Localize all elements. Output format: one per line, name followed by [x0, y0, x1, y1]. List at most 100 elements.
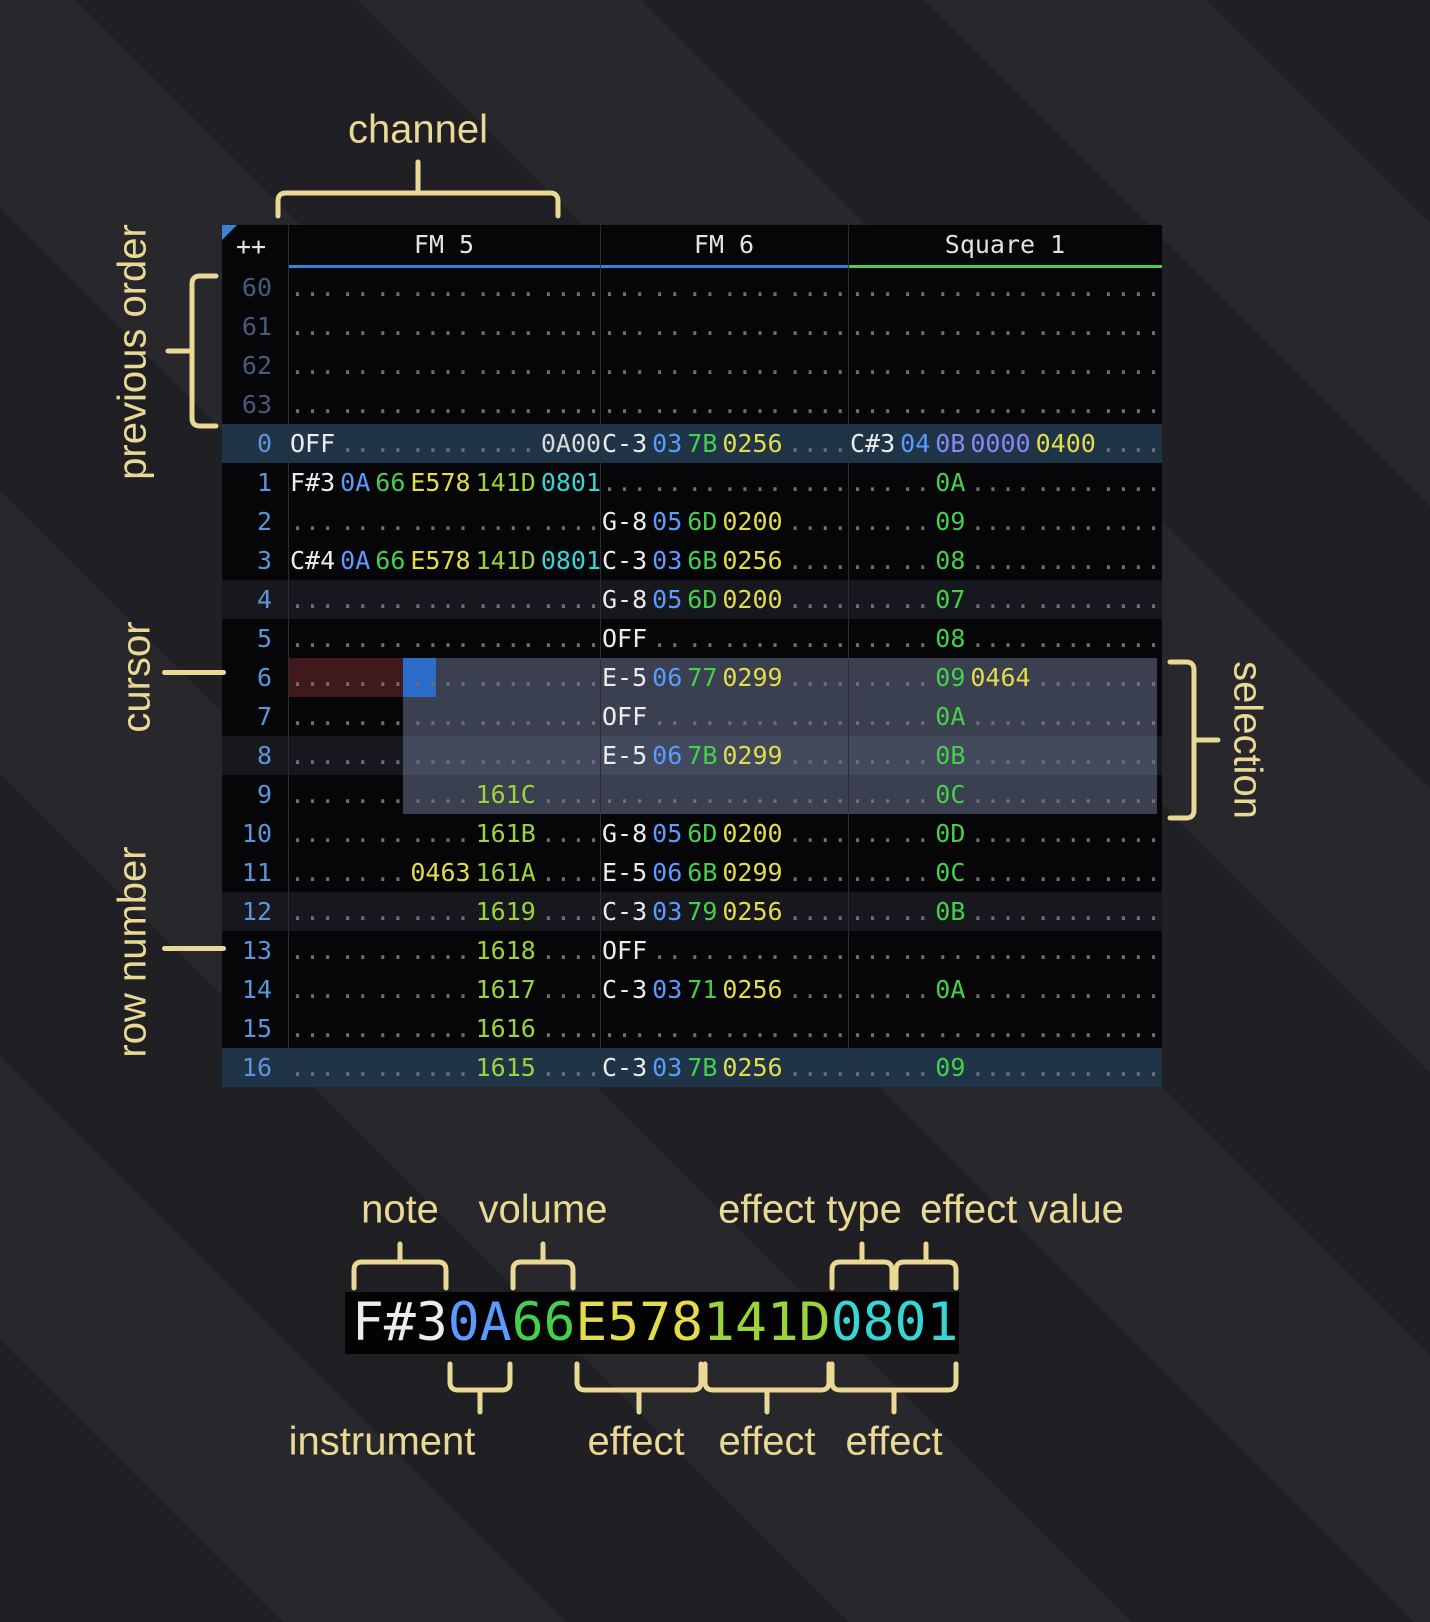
- empty-dots: ..: [375, 702, 406, 731]
- pattern-cell-square1[interactable]: ..... 0D............: [848, 814, 1162, 853]
- pattern-cell-fm5[interactable]: ........... 1618....: [288, 931, 600, 970]
- pattern-cell-square1[interactable]: ..... 0C............: [848, 853, 1162, 892]
- pattern-cell-fm5[interactable]: ...................: [288, 268, 600, 307]
- cell-value: 6B: [687, 546, 718, 575]
- pattern-cell-square1[interactable]: ...................: [848, 346, 1162, 385]
- pattern-cell-fm6[interactable]: G-8 05 6D 0200....: [600, 502, 848, 541]
- pattern-cell-fm5[interactable]: ...................: [288, 346, 600, 385]
- pattern-cell-fm6[interactable]: ...............: [600, 385, 848, 424]
- pattern-cell-fm5[interactable]: ...................: [288, 658, 600, 697]
- pattern-cell-fm6[interactable]: OFF............: [600, 931, 848, 970]
- pattern-cell-fm6[interactable]: C-3 03 79 0256....: [600, 892, 848, 931]
- pattern-cell-square1[interactable]: ..... 0A............: [848, 463, 1162, 502]
- pattern-cell-fm5[interactable]: ...................: [288, 697, 600, 736]
- row-number: 15: [241, 1014, 272, 1043]
- pattern-cell-fm5[interactable]: C#4 0A 66 E578 141D 0801: [288, 541, 600, 580]
- pattern-cell-fm5[interactable]: ........... 1616....: [288, 1009, 600, 1048]
- pattern-cell-fm5[interactable]: ...................: [288, 619, 600, 658]
- empty-dots: ....: [475, 702, 536, 731]
- pattern-cell-fm6[interactable]: ...............: [600, 307, 848, 346]
- pattern-cell-fm5[interactable]: ...................: [288, 502, 600, 541]
- pattern-cell-fm6[interactable]: C-3 03 6B 0256....: [600, 541, 848, 580]
- empty-dots: ....: [540, 819, 600, 848]
- empty-dots: ..: [375, 585, 406, 614]
- pattern-cell-fm6[interactable]: C-3 03 71 0256....: [600, 970, 848, 1009]
- pattern-cell-square1[interactable]: ..... 08............: [848, 619, 1162, 658]
- empty-dots: ...: [602, 351, 648, 380]
- pattern-row: 3 C#4 0A 66 E578 141D 0801 C-3 03 6B 0256.........…: [222, 541, 1162, 580]
- empty-dots: ..: [340, 312, 371, 341]
- pattern-cell-fm6[interactable]: OFF............: [600, 619, 848, 658]
- order-corner-button[interactable]: ++: [222, 225, 288, 268]
- pattern-cell-fm6[interactable]: ...............: [600, 463, 848, 502]
- empty-dots: ....: [475, 273, 536, 302]
- pattern-cell-square1[interactable]: ..... 09............: [848, 502, 1162, 541]
- pattern-cell-fm6[interactable]: ...............: [600, 775, 848, 814]
- pattern-cell-square1[interactable]: ..... 09............: [848, 1048, 1162, 1087]
- pattern-cell-square1[interactable]: ..... 0A............: [848, 970, 1162, 1009]
- cell-value: 6D: [687, 585, 718, 614]
- pattern-cell-fm5[interactable]: ...................: [288, 385, 600, 424]
- pattern-cell-fm5[interactable]: ........... 161B....: [288, 814, 600, 853]
- pattern-cell-square1[interactable]: ..... 0C............: [848, 775, 1162, 814]
- pattern-cell-square1[interactable]: ...................: [848, 268, 1162, 307]
- pattern-cell-square1[interactable]: ...................: [848, 931, 1162, 970]
- pattern-cell-fm6[interactable]: G-8 05 6D 0200....: [600, 814, 848, 853]
- pattern-cell-fm6[interactable]: C-3 03 7B 0256....: [600, 1048, 848, 1087]
- empty-dots: ...: [850, 1053, 896, 1082]
- pattern-cell-square1[interactable]: ..... 0A............: [848, 697, 1162, 736]
- pattern-cell-fm5[interactable]: ...................: [288, 736, 600, 775]
- pattern-cell-fm6[interactable]: E-5 06 7B 0299....: [600, 736, 848, 775]
- pattern-cell-fm6[interactable]: C-3 03 7B 0256....: [600, 424, 848, 463]
- cell-value: 0200: [722, 507, 783, 536]
- empty-dots: ...: [850, 936, 896, 965]
- pattern-cell-fm6[interactable]: E-5 06 77 0299....: [600, 658, 848, 697]
- row-number: 6: [256, 663, 272, 692]
- empty-dots: ...: [850, 819, 896, 848]
- empty-dots: ....: [722, 351, 783, 380]
- cell-value: E578: [410, 546, 471, 575]
- pattern-cell-square1[interactable]: C#3 04 0B 0000 0400....: [848, 424, 1162, 463]
- pattern-cell-fm5[interactable]: ....... 0463 161A....: [288, 853, 600, 892]
- row-number: 1: [256, 468, 272, 497]
- pattern-cell-square1[interactable]: ..... 08............: [848, 541, 1162, 580]
- pattern-cell-square1[interactable]: ...................: [848, 1009, 1162, 1048]
- pattern-cell-fm5[interactable]: ........... 161C....: [288, 775, 600, 814]
- empty-dots: ....: [475, 663, 536, 692]
- pattern-cell-square1[interactable]: ...................: [848, 385, 1162, 424]
- empty-dots: ....: [970, 468, 1031, 497]
- empty-dots: ..: [652, 351, 683, 380]
- pattern-cell-fm6[interactable]: G-8 05 6D 0200....: [600, 580, 848, 619]
- channel-header[interactable]: Square 1: [848, 225, 1162, 268]
- channel-header[interactable]: FM 5: [288, 225, 600, 268]
- pattern-cell-fm5[interactable]: ........... 1615....: [288, 1048, 600, 1087]
- pattern-cell-square1[interactable]: ..... 07............: [848, 580, 1162, 619]
- pattern-cell-square1[interactable]: ..... 0B............: [848, 736, 1162, 775]
- pattern-cell-square1[interactable]: ...................: [848, 307, 1162, 346]
- pattern-cell-fm5[interactable]: F#3 0A 66 E578 141D 0801: [288, 463, 600, 502]
- empty-dots: ....: [540, 975, 600, 1004]
- pattern-cell-fm6[interactable]: E-5 06 6B 0299....: [600, 853, 848, 892]
- channel-header[interactable]: FM 6: [600, 225, 848, 268]
- empty-dots: ..: [687, 390, 718, 419]
- pattern-cell-fm6[interactable]: ...............: [600, 1009, 848, 1048]
- empty-dots: ....: [1100, 741, 1162, 770]
- pattern-cell-fm6[interactable]: OFF............: [600, 697, 848, 736]
- pattern-cell-fm5[interactable]: ........... 1617....: [288, 970, 600, 1009]
- pattern-cell-square1[interactable]: ..... 0B............: [848, 892, 1162, 931]
- empty-dots: ....: [970, 1053, 1031, 1082]
- pattern-cell-fm5[interactable]: ...................: [288, 307, 600, 346]
- empty-dots: ..: [340, 273, 371, 302]
- pattern-cell-fm6[interactable]: ...............: [600, 268, 848, 307]
- pattern-cell-fm6[interactable]: ...............: [600, 346, 848, 385]
- empty-dots: ....: [970, 273, 1031, 302]
- empty-dots: ....: [722, 780, 783, 809]
- pattern-cell-square1[interactable]: ..... 09 0464........: [848, 658, 1162, 697]
- pattern-cursor[interactable]: [403, 658, 436, 697]
- empty-dots: ...: [602, 468, 648, 497]
- pattern-cell-fm5[interactable]: ........... 1619....: [288, 892, 600, 931]
- empty-dots: ....: [540, 507, 600, 536]
- pattern-cell-fm5[interactable]: OFF............ 0A00: [288, 424, 600, 463]
- pattern-cell-fm5[interactable]: ...................: [288, 580, 600, 619]
- empty-dots: ....: [970, 390, 1031, 419]
